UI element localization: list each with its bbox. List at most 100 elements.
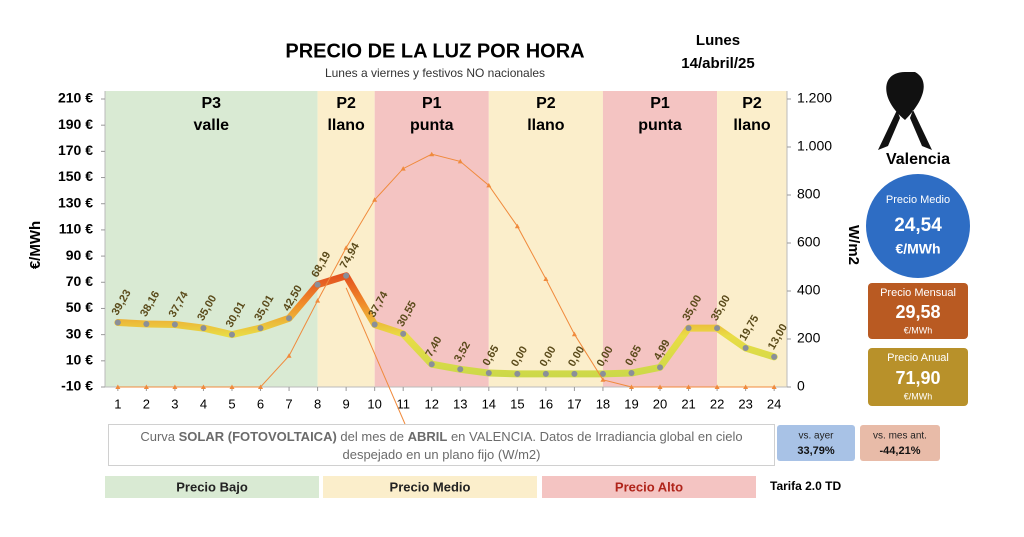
y-tick-label: 130 € bbox=[58, 194, 93, 210]
x-tick-label: 17 bbox=[567, 396, 581, 411]
solar-marker bbox=[258, 384, 264, 389]
solar-marker bbox=[286, 353, 292, 358]
price-marker bbox=[514, 370, 521, 377]
y2-tick-label: 1.000 bbox=[797, 138, 832, 154]
y-tick-label: -10 € bbox=[61, 378, 93, 394]
average-label: Precio Medio bbox=[886, 194, 950, 206]
y-tick-label: 110 € bbox=[59, 221, 93, 237]
y-tick-label: 150 € bbox=[58, 168, 93, 184]
price-marker bbox=[200, 325, 207, 332]
price-marker bbox=[143, 320, 150, 327]
solar-marker bbox=[571, 331, 577, 337]
solar-marker bbox=[315, 298, 321, 303]
solar-marker bbox=[628, 384, 634, 389]
period-label: llano bbox=[327, 117, 365, 134]
x-tick-label: 19 bbox=[624, 396, 638, 411]
solar-marker bbox=[343, 245, 349, 250]
period-label: valle bbox=[193, 117, 229, 134]
period-label: punta bbox=[410, 117, 454, 134]
price-marker bbox=[742, 345, 749, 352]
note-text: ABRIL bbox=[407, 429, 448, 444]
price-marker bbox=[771, 353, 778, 360]
y2-tick-label: 400 bbox=[797, 282, 821, 298]
price-marker bbox=[628, 370, 635, 377]
y2-tick-label: 600 bbox=[797, 234, 821, 250]
price-marker bbox=[571, 370, 578, 377]
solar-marker bbox=[400, 166, 406, 171]
note-text: Curva bbox=[140, 429, 179, 444]
solar-marker bbox=[771, 384, 777, 389]
price-marker bbox=[599, 370, 606, 377]
solar-marker bbox=[657, 384, 663, 389]
price-marker bbox=[485, 370, 492, 377]
x-tick-label: 6 bbox=[257, 396, 264, 411]
city: Valencia bbox=[886, 151, 950, 168]
solar-marker bbox=[600, 377, 606, 382]
x-tick-label: 13 bbox=[453, 396, 467, 411]
y2-tick-label: 200 bbox=[797, 330, 821, 346]
x-tick-label: 16 bbox=[539, 396, 553, 411]
y-tick-label: 10 € bbox=[66, 352, 93, 368]
legend-box bbox=[542, 476, 756, 498]
price-marker bbox=[286, 315, 293, 322]
annual-unit: €/MWh bbox=[904, 391, 933, 401]
y-tick-label: 50 € bbox=[66, 299, 93, 315]
note-pointer bbox=[345, 287, 406, 425]
price-marker bbox=[343, 272, 350, 279]
note-text: del mes de bbox=[336, 429, 408, 444]
price-marker bbox=[371, 321, 378, 328]
period-label: P2 bbox=[536, 95, 556, 112]
y-tick-label: 70 € bbox=[66, 273, 93, 289]
x-tick-label: 12 bbox=[424, 396, 438, 411]
period-label: punta bbox=[638, 117, 682, 134]
average-value: 24,54 bbox=[894, 215, 942, 236]
period-band bbox=[488, 91, 603, 387]
note: Curva SOLAR (FOTOVOLTAICA) del mes de AB… bbox=[108, 424, 775, 466]
date: 14/abril/25 bbox=[681, 55, 754, 72]
period-band bbox=[602, 91, 718, 387]
solar-marker bbox=[172, 384, 178, 389]
solar-marker bbox=[514, 223, 520, 229]
x-tick-label: 3 bbox=[171, 396, 178, 411]
ribbon-icon bbox=[878, 72, 932, 150]
solar-marker bbox=[229, 384, 235, 389]
x-tick-label: 1 bbox=[114, 396, 121, 411]
annual-label: Precio Anual bbox=[887, 352, 949, 364]
chart-title: PRECIO DE LA LUZ POR HORA bbox=[285, 40, 584, 62]
note-text: en VALENCIA. Datos de Irradiancia global… bbox=[342, 429, 743, 462]
x-tick-label: 10 bbox=[367, 396, 381, 411]
period-label: P1 bbox=[650, 95, 670, 112]
period-band bbox=[317, 91, 375, 387]
x-tick-label: 4 bbox=[200, 396, 207, 411]
price-marker bbox=[657, 364, 664, 371]
day: Lunes bbox=[696, 32, 740, 49]
monthly-badge bbox=[868, 283, 968, 339]
monthly-unit: €/MWh bbox=[904, 325, 933, 335]
x-tick-label: 18 bbox=[596, 396, 610, 411]
vs-yesterday-label: vs. ayer bbox=[798, 431, 834, 442]
y-tick-label: 210 € bbox=[58, 90, 93, 106]
y-tick-label: 170 € bbox=[58, 142, 93, 158]
tariff: Tarifa 2.0 TD bbox=[770, 479, 841, 493]
price-marker bbox=[457, 366, 464, 373]
solar-marker bbox=[429, 151, 435, 157]
monthly-label: Precio Mensual bbox=[880, 287, 956, 299]
x-tick-label: 21 bbox=[681, 396, 695, 411]
vs-yesterday-value: 33,79% bbox=[797, 445, 835, 457]
x-tick-label: 9 bbox=[343, 396, 350, 411]
x-tick-label: 2 bbox=[143, 396, 150, 411]
vs-yesterday-box bbox=[777, 425, 855, 461]
solar-marker bbox=[686, 384, 692, 389]
solar-marker bbox=[486, 182, 492, 188]
x-tick-label: 20 bbox=[653, 396, 667, 411]
period-label: P2 bbox=[742, 95, 762, 112]
price-marker bbox=[714, 325, 721, 332]
x-tick-label: 22 bbox=[710, 396, 724, 411]
average-unit: €/MWh bbox=[895, 241, 940, 257]
x-tick-label: 8 bbox=[314, 396, 321, 411]
price-marker bbox=[171, 321, 178, 328]
x-tick-label: 15 bbox=[510, 396, 524, 411]
y-tick-label: 30 € bbox=[66, 325, 93, 341]
